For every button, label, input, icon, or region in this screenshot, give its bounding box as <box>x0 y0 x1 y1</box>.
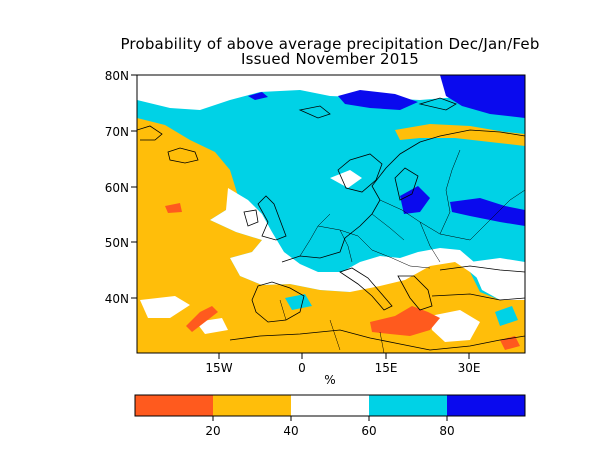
lat-label-70n: 70N <box>105 125 129 139</box>
lon-label-30e: 30E <box>458 361 481 375</box>
field-40-60-sw <box>140 296 190 318</box>
field-0-20-west <box>186 306 218 332</box>
field-60-80-east <box>495 306 518 326</box>
legend-colorbar <box>135 395 525 416</box>
coastlines <box>137 97 525 351</box>
field-40-60-patch <box>330 170 362 188</box>
field-60-80-iberia <box>285 294 312 310</box>
lon-label-15e: 15E <box>375 361 398 375</box>
field-80-100-baltic <box>400 186 430 214</box>
legend-tick-60: 60 <box>361 424 376 438</box>
legend-ticks <box>212 416 448 421</box>
lon-label-15w: 15W <box>205 361 232 375</box>
legend-bin-20-40 <box>213 395 291 416</box>
field-40-60-north <box>137 75 525 110</box>
legend-tick-20: 20 <box>205 424 220 438</box>
lat-ticks <box>131 74 137 299</box>
legend-bin-80-100 <box>447 395 525 416</box>
legend-frame <box>134 394 526 417</box>
field-80-100-russia <box>450 198 525 226</box>
lat-label-40n: 40N <box>105 292 129 306</box>
map-frame <box>136 74 526 354</box>
lon-ticks <box>218 353 470 359</box>
field-80-100-barents <box>338 90 418 110</box>
map-subtitle: Issued November 2015 <box>240 50 420 68</box>
lat-label-60n: 60N <box>105 181 129 195</box>
field-40-60-east <box>470 258 525 300</box>
field-20-40-atlantic-south <box>137 118 525 353</box>
field-20-40-arctic-strip <box>395 124 525 146</box>
lat-label-80n: 80N <box>105 69 129 83</box>
map-title: Probability of above average precipitati… <box>120 35 540 53</box>
lon-label-0: 0 <box>298 361 306 375</box>
country-borders <box>279 149 525 353</box>
field-80-100-northeast <box>440 75 525 118</box>
legend-bin-40-60 <box>291 395 369 416</box>
field-40-60-aegean <box>430 310 480 342</box>
field-40-60-central <box>210 188 482 292</box>
field-0-20-atlantic <box>165 203 182 213</box>
field-80-100-small <box>248 92 268 100</box>
legend-tick-40: 40 <box>283 424 298 438</box>
unit-label: % <box>324 373 335 387</box>
legend-bin-60-80 <box>369 395 447 416</box>
lat-label-50n: 50N <box>105 236 129 250</box>
field-0-20-mediterranean <box>370 306 440 336</box>
legend-bin-0-20 <box>135 395 213 416</box>
legend-tick-80: 80 <box>439 424 454 438</box>
probability-field <box>137 75 525 353</box>
